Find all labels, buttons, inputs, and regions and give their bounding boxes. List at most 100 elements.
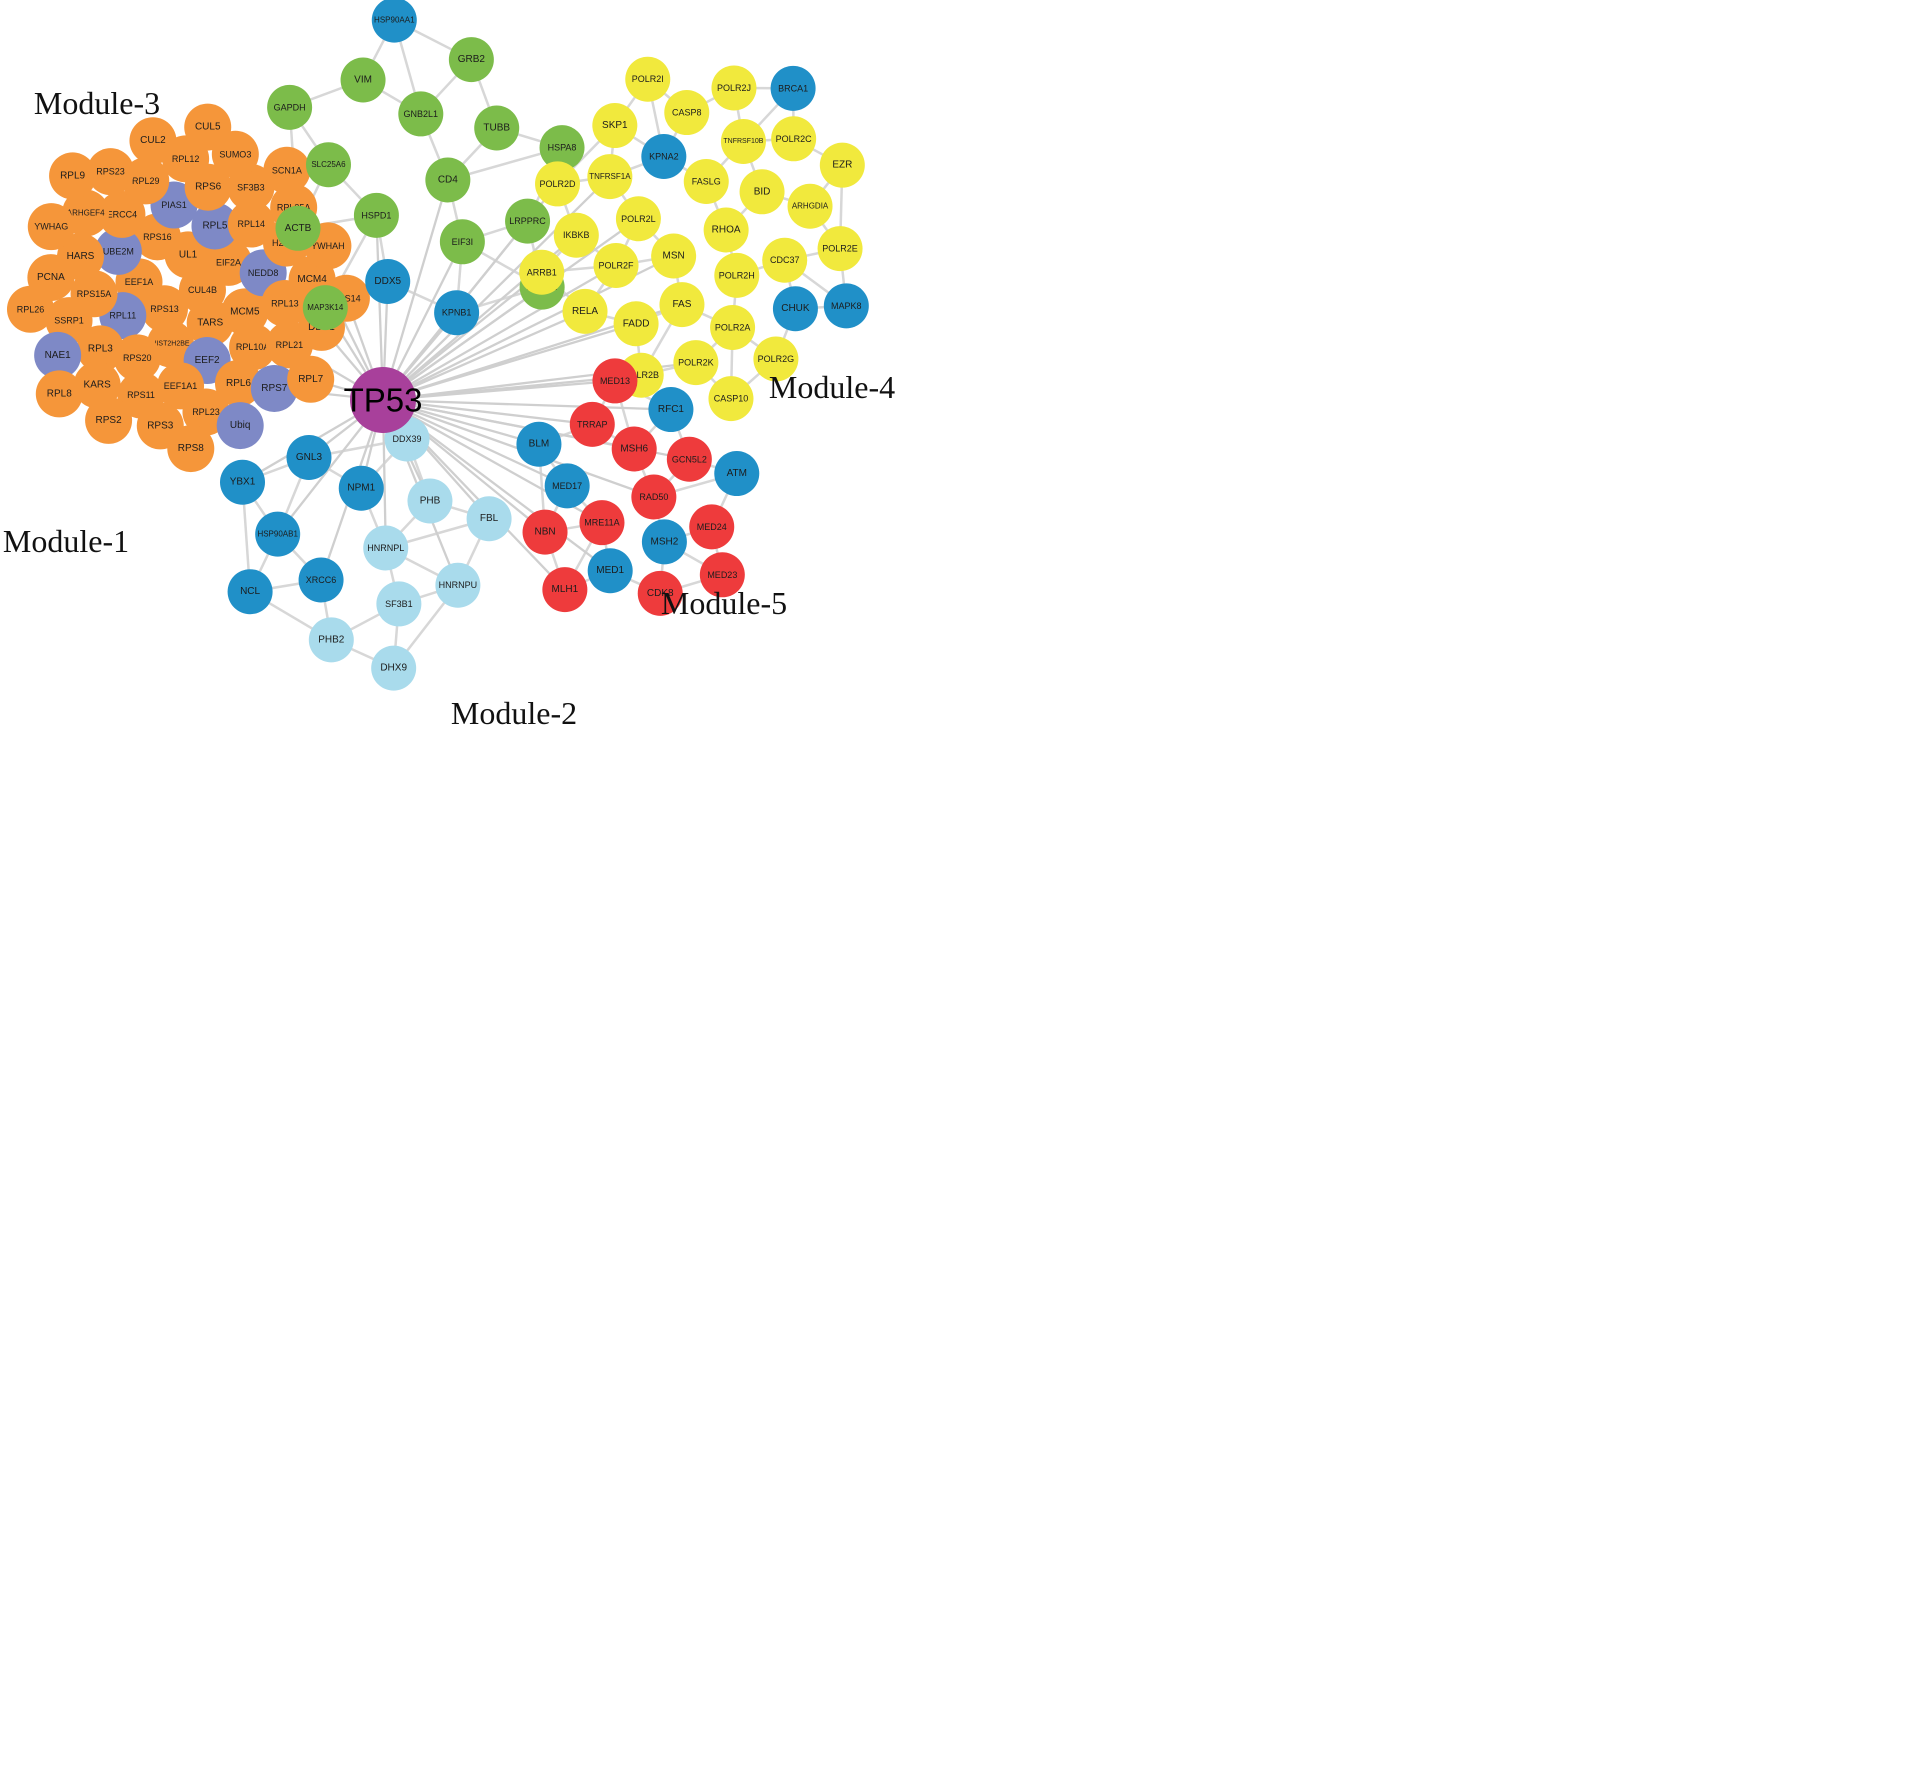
hub-circle: [350, 367, 416, 433]
node-circle: [425, 157, 471, 203]
node-HNRNPU: HNRNPU: [435, 562, 481, 608]
node-label: MLH1: [552, 584, 579, 595]
node-label: RFC1: [658, 404, 685, 415]
node-circle: [659, 282, 705, 328]
node-CD4: CD4: [425, 157, 471, 203]
node-label: KPNA2: [649, 152, 679, 162]
node-FADD: FADD: [613, 301, 659, 347]
node-label: NCL: [240, 586, 260, 597]
node-circle: [398, 91, 444, 137]
node-circle: [762, 237, 808, 283]
node-Ubiq: Ubiq: [216, 402, 264, 450]
node-circle: [641, 519, 687, 565]
node-label: RPL14: [238, 219, 266, 229]
node-label: EEF2: [195, 355, 220, 366]
node-circle: [710, 305, 756, 351]
node-GRB2: GRB2: [448, 37, 494, 83]
node-label: MED1: [596, 565, 624, 576]
node-circle: [365, 258, 411, 304]
node-RPL14: RPL14: [227, 200, 275, 248]
node-TUBB: TUBB: [474, 105, 520, 151]
node-label: TRRAP: [577, 419, 608, 429]
node-label: POLR2I: [632, 74, 664, 84]
node-label: POLR2A: [715, 323, 751, 333]
node-label: RELA: [572, 306, 598, 317]
node-circle: [221, 288, 269, 336]
node-label: YBX1: [230, 477, 256, 488]
node-circle: [6, 285, 54, 333]
node-FBL: FBL: [466, 496, 512, 542]
node-label: ATM: [727, 468, 747, 479]
node-label: MAP3K14: [307, 303, 344, 312]
node-label: CDK8: [647, 588, 674, 599]
node-label: MED23: [707, 570, 737, 580]
node-RPL26: RPL26: [6, 285, 54, 333]
node-label: IKBKB: [563, 230, 590, 240]
node-circle: [73, 361, 121, 409]
node-circle: [683, 158, 729, 204]
node-MSN: MSN: [651, 233, 697, 279]
node-circle: [466, 496, 512, 542]
node-POLR2D: POLR2D: [535, 161, 581, 207]
node-KPNB1: KPNB1: [434, 290, 480, 336]
node-circle: [35, 370, 83, 418]
node-circle: [435, 562, 481, 608]
node-label: RPS13: [150, 304, 179, 314]
node-HSP90AA1: HSP90AA1: [371, 0, 417, 43]
node-RPS20: RPS20: [113, 334, 161, 382]
node-NCL: NCL: [227, 569, 273, 615]
node-RPL8: RPL8: [35, 370, 83, 418]
node-label: YWHAG: [34, 222, 68, 232]
node-HSP90AB1: HSP90AB1: [255, 511, 301, 557]
node-label: SF3B1: [385, 599, 413, 609]
node-circle: [227, 569, 273, 615]
node-RPL29: RPL29: [122, 157, 170, 205]
hub-edge: [382, 398, 671, 411]
hub-edge: [382, 264, 617, 401]
node-label: YWHAH: [311, 241, 345, 251]
node-label: RPL11: [109, 311, 136, 321]
node-circle: [227, 200, 275, 248]
node-POLR2F: POLR2F: [593, 242, 639, 288]
node-circle: [699, 552, 745, 598]
node-MLH1: MLH1: [542, 567, 588, 613]
node-label: HARS: [67, 251, 95, 262]
node-MED13: MED13: [592, 358, 638, 404]
node-circle: [593, 242, 639, 288]
node-circle: [770, 65, 816, 111]
node-label: HIST2H2BE: [151, 340, 189, 347]
node-label: RPS20: [123, 353, 152, 363]
node-label: RPS23: [96, 167, 125, 177]
module-caption-module-5: Module-5: [661, 585, 787, 621]
node-SLC25A6: SLC25A6: [305, 142, 351, 188]
hub-label: TP53: [344, 382, 423, 419]
node-circle: [666, 436, 712, 482]
node-circle: [263, 146, 311, 194]
node-circle: [611, 426, 657, 472]
node-label: CD4: [438, 175, 458, 186]
node-circle: [439, 219, 485, 265]
panel-a: CUL4B RPS13 UL1 TARS EEF1A EIF2A HIST2H2BE RPS1…: [3, 0, 895, 731]
node-label: MAPK8: [831, 301, 862, 311]
node-label: RPS2: [96, 415, 123, 426]
node-RHOA: RHOA: [703, 207, 749, 253]
node-label: CHUK: [781, 303, 810, 314]
node-label: RPS11: [127, 390, 155, 400]
node-label: CASP10: [714, 394, 749, 404]
node-label: RPL9: [60, 170, 85, 181]
node-label: GNL3: [296, 452, 323, 463]
node-MSH2: MSH2: [641, 519, 687, 565]
node-circle: [49, 152, 97, 200]
node-label: RPL21: [276, 340, 304, 350]
node-circle: [544, 463, 590, 509]
node-circle: [191, 202, 239, 250]
node-circle: [569, 401, 615, 447]
node-VIM: VIM: [340, 57, 386, 103]
node-label: TARS: [197, 317, 223, 328]
node-circle: [255, 511, 301, 557]
node-label: HNRNPL: [367, 543, 404, 553]
node-label: PHB: [420, 495, 441, 506]
node-label: NAE1: [45, 350, 72, 361]
node-label: RPL29: [132, 176, 160, 186]
node-circle: [641, 134, 687, 180]
